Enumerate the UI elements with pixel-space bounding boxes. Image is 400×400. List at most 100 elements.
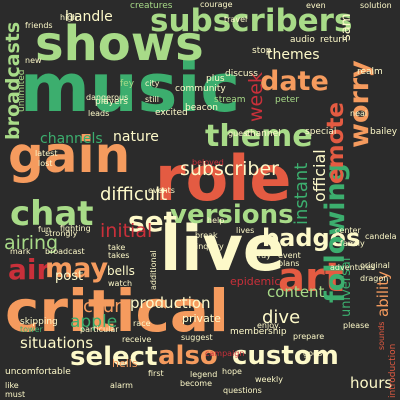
word-special: special [305, 127, 337, 137]
word-music: music [20, 49, 241, 127]
word-mark: mark [10, 247, 31, 256]
word-unlimited: unlimited [17, 69, 27, 112]
word-lost: lost [38, 159, 53, 168]
word-event: event [278, 251, 301, 260]
word-theme: theme [205, 119, 313, 154]
word-plans: plans [278, 259, 300, 268]
word-break: break [195, 231, 218, 240]
word-alarm: alarm [110, 381, 133, 390]
word-tower: tower [20, 325, 43, 334]
word-subscriber: subscriber [180, 158, 279, 180]
word-hells: hells [112, 357, 138, 370]
word-set: set [128, 205, 178, 238]
word-fun: fun [38, 225, 51, 234]
word-uncomfortable: uncomfortable [5, 367, 71, 377]
word-courage: courage [200, 0, 233, 9]
word-strongly: strongly [45, 229, 78, 238]
word-dive: dive [262, 307, 301, 328]
word-lives: lives [236, 226, 255, 235]
word-shows: shows [35, 16, 204, 72]
word-receive: receive [122, 335, 152, 344]
word-questions: questions [223, 386, 262, 395]
word-nature: nature [113, 129, 159, 145]
word-apple: apple [70, 312, 118, 332]
word-channel: channel [245, 129, 281, 139]
word-bells: bells [107, 264, 135, 278]
word-handle: handle [65, 9, 113, 25]
word-air: air [8, 253, 51, 286]
word-travel: travel [224, 15, 248, 24]
word-like: like [5, 381, 19, 390]
word-excited: excited [155, 108, 188, 118]
word-community: community [175, 84, 226, 94]
word-first: first [148, 369, 164, 378]
word-suggest: suggest [181, 333, 213, 342]
word-art: art [278, 255, 344, 301]
word-particular: particular [80, 325, 119, 334]
word-players: players [95, 97, 128, 107]
word-campaign: campaign [205, 349, 245, 358]
word-week: week [245, 72, 267, 122]
word-plus: plus [206, 74, 225, 84]
word-realm: realm [357, 67, 383, 77]
word-discuss: discuss [225, 69, 258, 79]
word-legend: legend [190, 370, 218, 379]
word-stop: stop [252, 46, 272, 56]
word-situations: situations [20, 334, 94, 352]
word-latest: latest [35, 149, 58, 158]
word-creatures: creatures [130, 1, 173, 11]
word-ray: ray [258, 251, 271, 260]
word-skipping: skipping [20, 317, 58, 327]
word-even: even [306, 1, 326, 10]
word-date: date [260, 66, 329, 97]
word-stream: stream [214, 95, 246, 105]
word-leads: leads [88, 109, 110, 118]
word-race: race [133, 319, 151, 328]
word-post: post [55, 269, 84, 284]
word-additional: additional [149, 250, 158, 290]
word-adventures: adventures [330, 263, 376, 272]
word-center: center [335, 226, 361, 235]
word-fey: fey [120, 79, 135, 89]
word-candela: candela [365, 232, 397, 241]
word-beloved: beloved [192, 158, 224, 167]
word-occur: occur [72, 296, 122, 317]
word-watch: watch [108, 279, 133, 288]
word-events: events [148, 186, 175, 195]
word-role: role [155, 142, 292, 215]
word-dragon: dragon [360, 274, 389, 283]
word-may: may [45, 253, 109, 284]
word-city: city [145, 79, 160, 88]
word-take: take [108, 243, 126, 252]
word-become: become [180, 379, 213, 388]
word-broadcast: broadcast [45, 247, 85, 256]
word-audio: audio [290, 35, 315, 45]
word-versions: versions [170, 200, 294, 230]
word-takes: takes [108, 251, 130, 260]
word-sounds: sounds [377, 321, 386, 350]
word-custom: custom [232, 341, 339, 371]
word-channels: channels [40, 131, 103, 147]
word-high: high [60, 13, 78, 22]
word-enjoy: enjoy [257, 321, 279, 330]
word-dangerous: dangerous [86, 93, 129, 102]
word-critical: critical [5, 277, 229, 345]
word-return: return [320, 35, 348, 45]
word-bailey: bailey [370, 127, 398, 137]
word-epidemic: epidemic [230, 275, 281, 288]
word-please: please [343, 321, 370, 330]
word-chat: chat [10, 194, 94, 234]
word-gods: gods [303, 349, 323, 358]
word-family: family [340, 239, 365, 248]
word-private: private [182, 312, 221, 325]
word-original: original [360, 261, 390, 270]
word-hours: hours [350, 374, 393, 392]
word-content: content [267, 283, 325, 301]
word-themes: themes [267, 47, 320, 63]
word-friends: friends [25, 21, 53, 30]
word-introduction: introduction [388, 343, 398, 398]
word-solution: solution [360, 1, 392, 10]
word-fighting: fighting [60, 224, 91, 233]
word-peter: peter [275, 95, 300, 105]
